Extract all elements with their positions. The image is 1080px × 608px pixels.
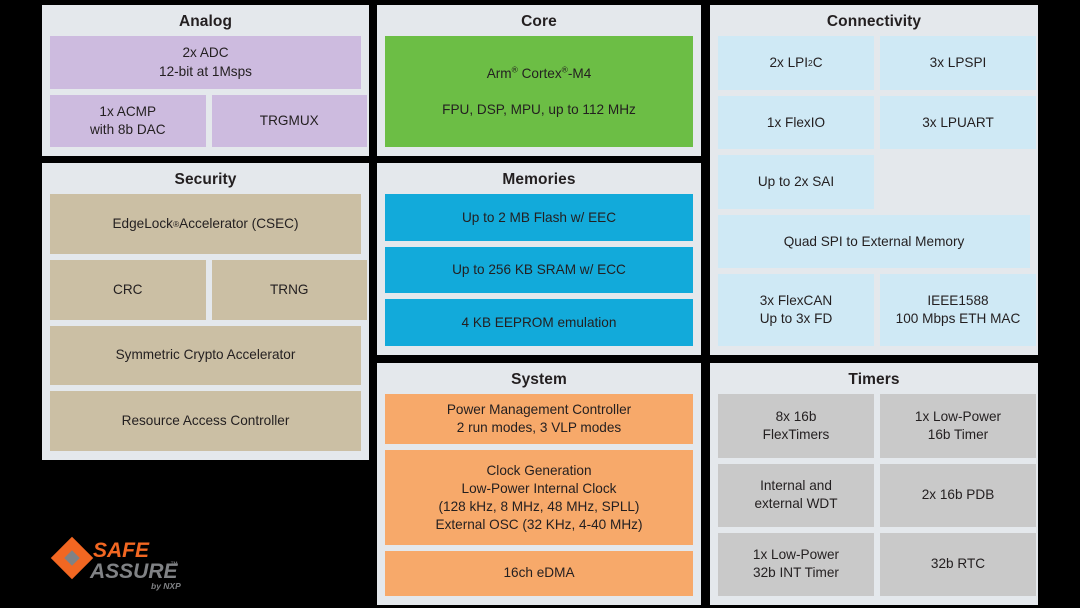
core-cortex-text: Cortex [517, 65, 562, 81]
block-edgelock-accelerator[interactable]: EdgeLock ® Accelerator (CSEC) [50, 194, 361, 255]
edgelock-suffix: Accelerator (CSEC) [179, 216, 299, 232]
block-crc[interactable]: CRC [50, 260, 206, 320]
block-pdb[interactable]: 2x 16b PDB [880, 463, 1036, 527]
panel-title-timers: Timers [848, 371, 900, 388]
block-acmp[interactable]: 1x ACMP with 8b DAC [50, 94, 206, 147]
lpi2c-suffix: C [812, 55, 823, 71]
logo-assure-text: ASSURE [89, 560, 179, 583]
diamond-icon [50, 536, 94, 580]
block-resource-access-controller[interactable]: Resource Access Controller [50, 391, 361, 451]
block-lpi2c[interactable]: 2x LPI 2 C [718, 36, 874, 90]
logo-byline: by NXP [151, 581, 181, 591]
panel-memories: Memories Up to 2 MB Flash w/ EEC Up to 2… [377, 163, 701, 355]
block-trgmux[interactable]: TRGMUX [211, 94, 367, 147]
block-eeprom-emulation[interactable]: 4 KB EEPROM emulation [385, 299, 693, 347]
block-watchdog[interactable]: Internal and external WDT [718, 463, 874, 527]
panel-title-connectivity: Connectivity [826, 13, 922, 30]
block-adc[interactable]: 2x ADC 12-bit at 1Msps [50, 36, 361, 89]
panel-system: System Power Management Controller 2 run… [377, 363, 701, 605]
panel-analog: Analog 2x ADC 12-bit at 1Msps 1x ACMP wi… [42, 5, 369, 156]
panel-core: Core Arm® Cortex®-M4 FPU, DSP, MPU, up t… [377, 5, 701, 156]
panel-connectivity: Connectivity 2x LPI 2 C 3x LPSPI 1x FlexIO… [710, 5, 1038, 355]
panel-security: Security EdgeLock ® Accelerator (CSEC) CR… [42, 163, 369, 460]
block-ethernet-mac[interactable]: IEEE1588 100 Mbps ETH MAC [880, 274, 1036, 347]
edgelock-text: EdgeLock [112, 216, 173, 232]
panel-title-system: System [511, 371, 567, 388]
panel-timers: Timers 8x 16b FlexTimers 1x Low-Power 16… [710, 363, 1038, 605]
registered-icon: ® [511, 64, 518, 75]
core-arm-text: Arm [486, 65, 512, 81]
block-flash[interactable]: Up to 2 MB Flash w/ EEC [385, 194, 693, 241]
panel-title-memories: Memories [502, 171, 576, 188]
block-power-management-controller[interactable]: Power Management Controller 2 run modes,… [385, 394, 693, 445]
core-m4-text: -M4 [567, 65, 592, 81]
block-quad-spi[interactable]: Quad SPI to External Memory [718, 214, 1030, 269]
block-flexio[interactable]: 1x FlexIO [718, 95, 874, 150]
block-symmetric-crypto-accelerator[interactable]: Symmetric Crypto Accelerator [50, 325, 361, 386]
block-flextimers[interactable]: 8x 16b FlexTimers [718, 394, 874, 458]
block-low-power-int-timer[interactable]: 1x Low-Power 32b INT Timer [718, 532, 874, 596]
lpi2c-prefix: 2x LPI [769, 55, 809, 71]
block-arm-cortex-m4[interactable]: Arm® Cortex®-M4 FPU, DSP, MPU, up to 112… [385, 36, 693, 147]
logo-trademark: ™ [170, 560, 178, 569]
block-sram[interactable]: Up to 256 KB SRAM w/ ECC [385, 246, 693, 294]
panel-title-security: Security [174, 171, 237, 188]
block-low-power-16b-timer[interactable]: 1x Low-Power 16b Timer [880, 394, 1036, 458]
block-lpspi[interactable]: 3x LPSPI [880, 36, 1036, 90]
block-spacer [880, 155, 1036, 209]
core-line-2: FPU, DSP, MPU, up to 112 MHz [442, 101, 636, 117]
block-rtc[interactable]: 32b RTC [880, 532, 1036, 596]
logo-safe-text: SAFE [93, 539, 150, 562]
panel-title-analog: Analog [178, 13, 233, 30]
block-edma[interactable]: 16ch eDMA [385, 551, 693, 596]
block-flexcan[interactable]: 3x FlexCAN Up to 3x FD [718, 274, 874, 347]
core-line-1: Arm® Cortex®-M4 [442, 65, 636, 83]
safe-assure-logo: SAFE ASSURE ™ by NXP [48, 531, 188, 593]
block-trng[interactable]: TRNG [211, 260, 367, 320]
panel-title-core: Core [521, 13, 557, 30]
block-lpuart[interactable]: 3x LPUART [880, 95, 1036, 150]
registered-icon: ® [561, 64, 568, 75]
block-clock-generation[interactable]: Clock Generation Low-Power Internal Cloc… [385, 450, 693, 545]
block-sai[interactable]: Up to 2x SAI [718, 155, 874, 209]
